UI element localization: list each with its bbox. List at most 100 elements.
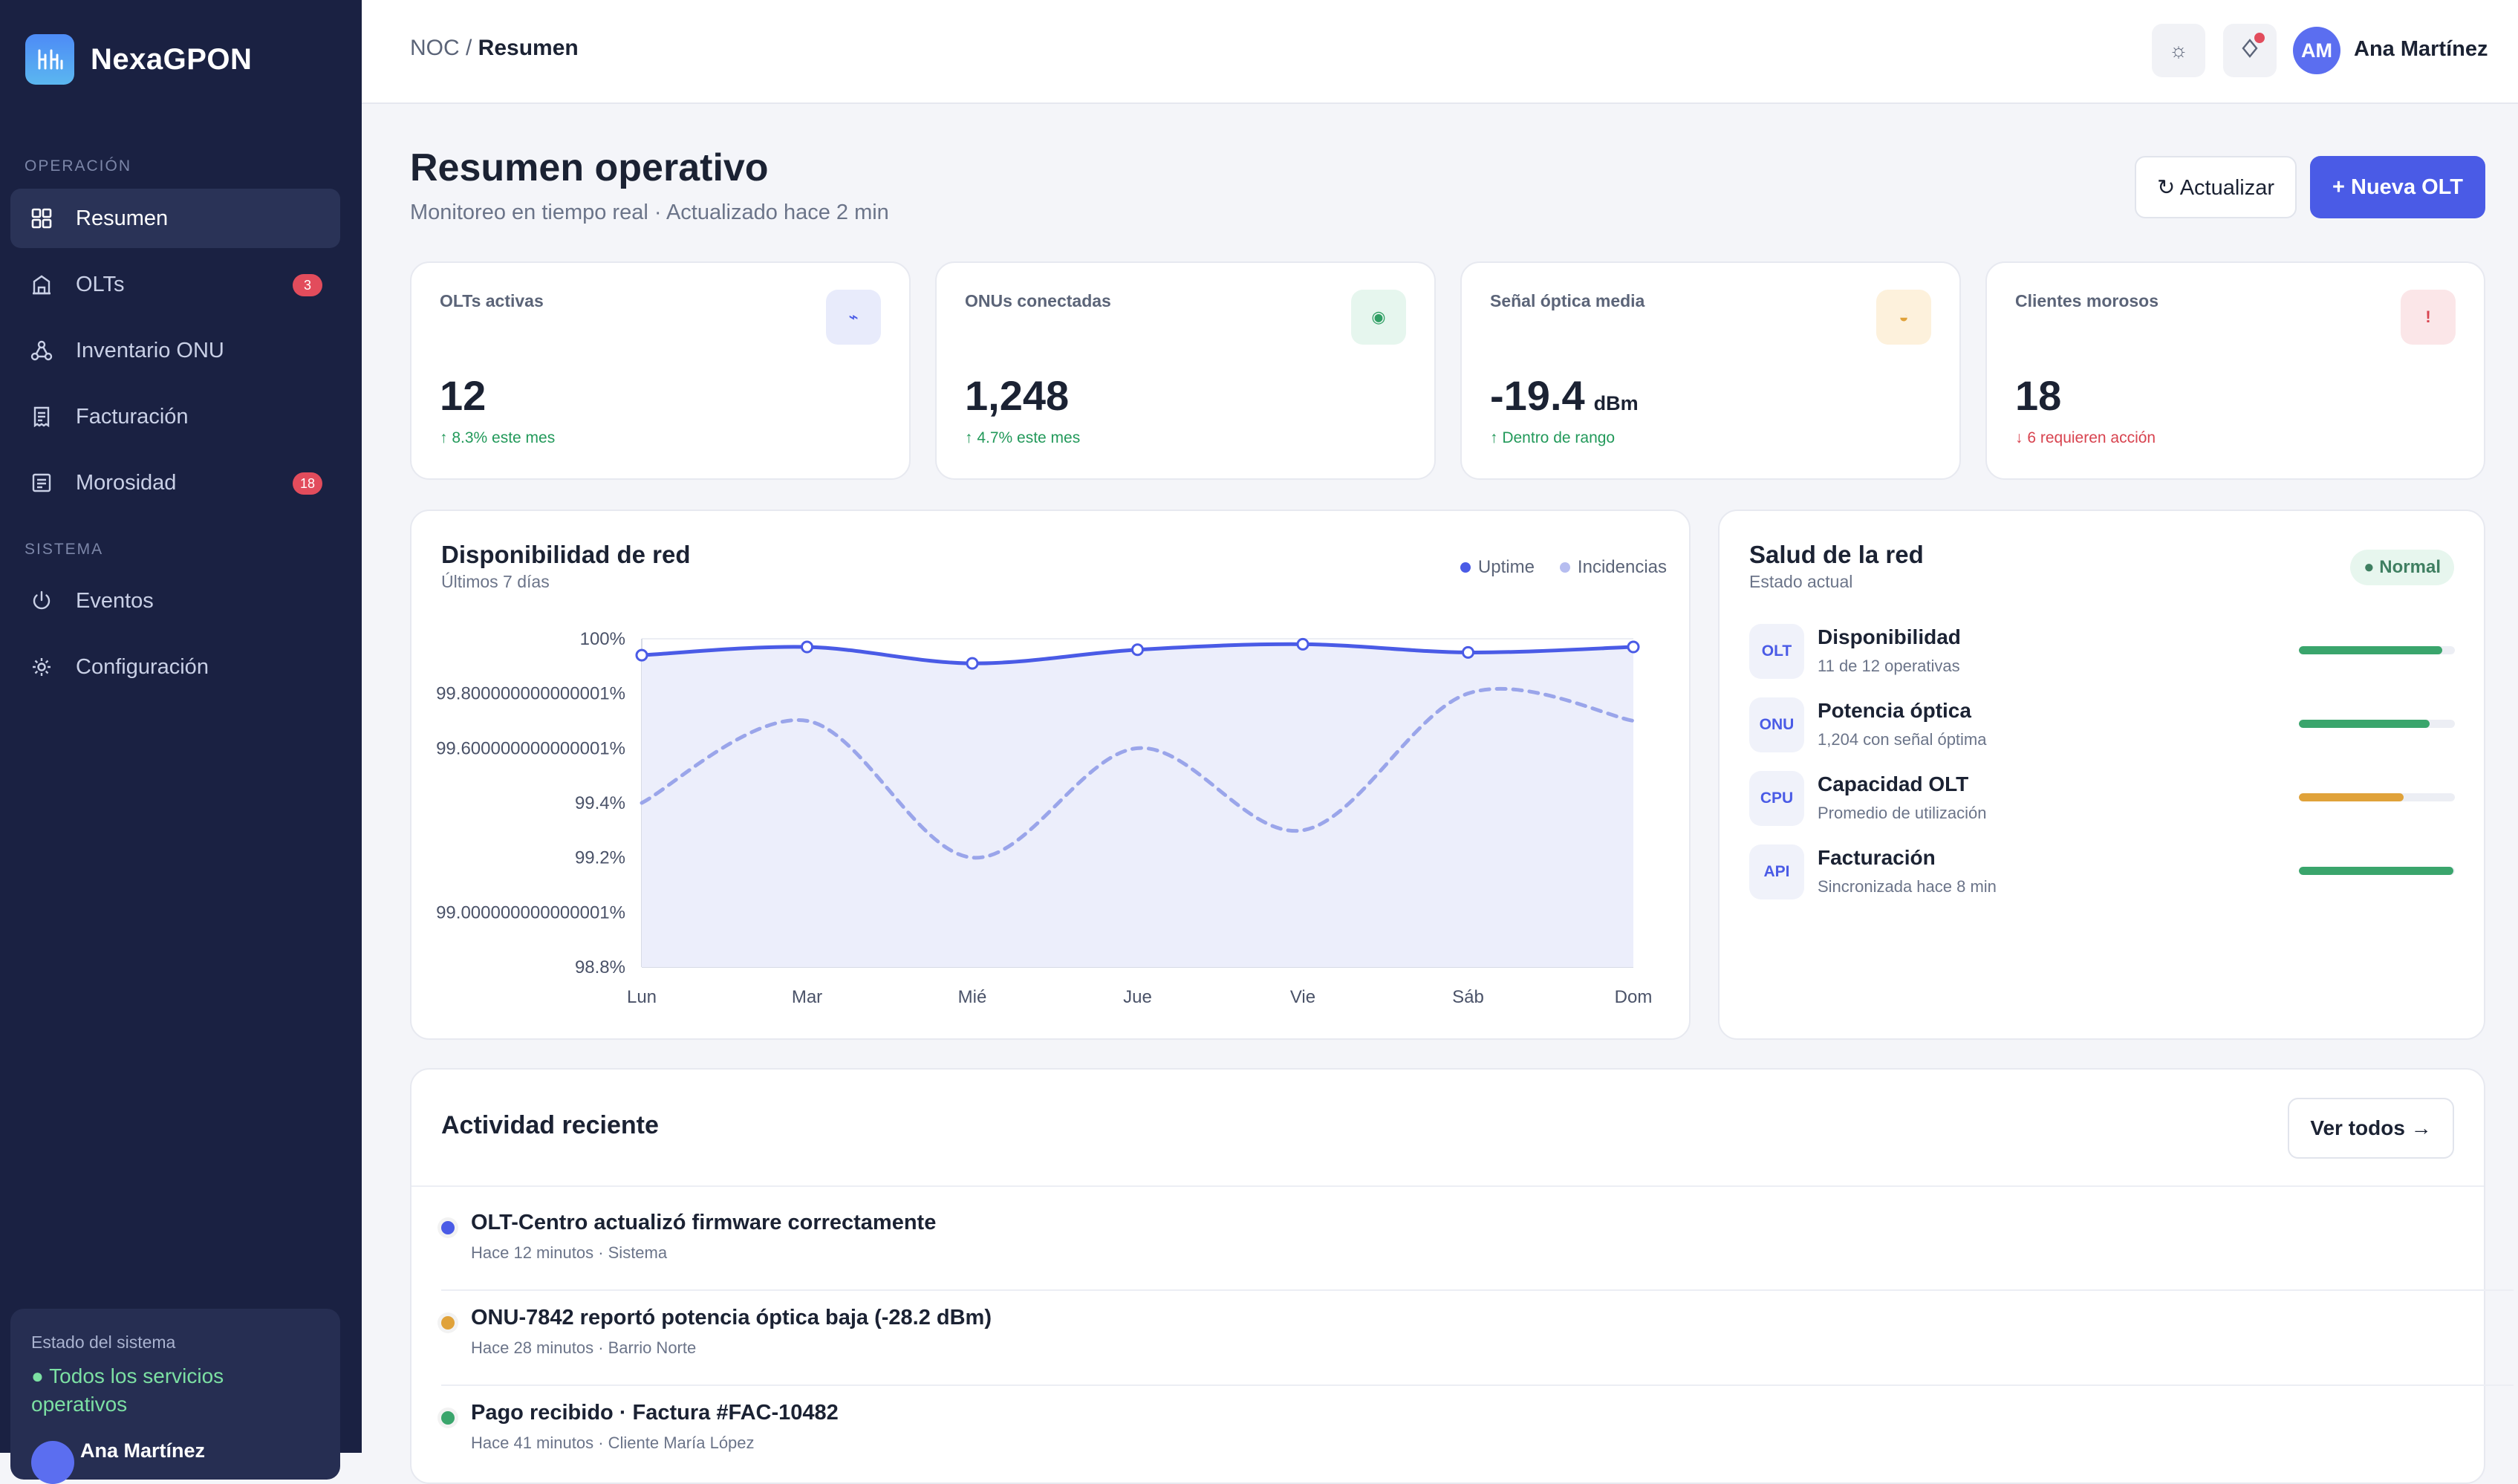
uptime-point	[1462, 645, 1474, 659]
y-tick-label: 99.000000000000001%	[436, 902, 625, 922]
stat-card-signal: Señal óptica media ◒ -19.4 dBm ↑ Dentro d…	[1460, 261, 1961, 480]
health-desc: 1,204 con señal óptima	[1818, 730, 1987, 749]
sidebar-user-avatar[interactable]	[31, 1441, 74, 1484]
breadcrumb: NOC / Resumen	[410, 36, 579, 61]
legend-item-incidencias[interactable]: Incidencias	[1559, 557, 1667, 578]
sidebar-item-eventos[interactable]: Eventos	[10, 571, 340, 631]
cpu-badge-icon: CPU	[1749, 771, 1804, 826]
sidebar-item-label: Configuración	[76, 654, 209, 679]
user-name[interactable]: Ana Martínez	[2354, 37, 2488, 61]
legend-label: Incidencias	[1577, 557, 1667, 577]
brand[interactable]: NexaGPON	[25, 34, 252, 85]
activity-status-dot	[441, 1221, 455, 1234]
notifications-button[interactable]	[2223, 24, 2277, 77]
x-tick-label: Jue	[1123, 987, 1152, 1007]
health-name: Disponibilidad	[1818, 625, 1961, 648]
receipt-icon	[30, 405, 53, 429]
page-title: Resumen operativo	[410, 146, 769, 189]
divider	[441, 1384, 2514, 1386]
health-level-fill	[2299, 646, 2443, 654]
morosidad-count-badge: 18	[293, 472, 322, 495]
stat-value: 1,248	[965, 372, 1070, 419]
stat-delta: ↑ 8.3% este mes	[440, 429, 556, 446]
user-avatar[interactable]: AM	[2293, 27, 2340, 74]
sidebar-user-name[interactable]: Ana Martínez	[80, 1439, 206, 1462]
chart-title: Disponibilidad de red	[441, 541, 691, 568]
availability-line-chart[interactable]: 100% 99.800000000000001% 99.60000000000000…	[411, 511, 1689, 1038]
activity-text: ONU-7842 reportó potencia óptica baja (-…	[471, 1306, 992, 1330]
sidebar-item-label: Morosidad	[76, 470, 177, 495]
health-row: CPU Capacidad OLT Promedio de utilización	[1749, 771, 2455, 830]
stat-card-olts: OLTs activas ⌁ 12 ↑ 8.3% este mes	[410, 261, 911, 480]
availability-chart-card: Disponibilidad de red Últimos 7 días Upt…	[410, 510, 1691, 1040]
health-level-fill	[2299, 720, 2430, 728]
health-row: API Facturación Sincronizada hace 8 min	[1749, 844, 2455, 904]
x-tick-label: Lun	[627, 987, 657, 1007]
stat-value: -19.4 dBm	[1490, 372, 1639, 419]
stat-unit: dBm	[1593, 392, 1639, 414]
health-name: Capacidad OLT	[1818, 772, 1969, 795]
divider	[411, 1185, 2484, 1187]
activity-status-dot	[441, 1316, 455, 1330]
legend-label: Uptime	[1477, 557, 1535, 577]
health-desc: 11 de 12 operativas	[1818, 657, 1960, 675]
legend-item-uptime[interactable]: Uptime	[1460, 557, 1535, 578]
sidebar-item-label: Inventario ONU	[76, 338, 224, 362]
refresh-button[interactable]: ↻ Actualizar	[2135, 156, 2297, 218]
health-title: Salud de la red	[1749, 541, 1924, 568]
health-row: OLT Disponibilidad 11 de 12 operativas	[1749, 624, 2455, 683]
brand-logo-icon	[25, 34, 74, 85]
breadcrumb-root[interactable]: NOC /	[410, 36, 478, 60]
stat-value: 12	[440, 372, 487, 419]
grid-icon	[30, 206, 53, 230]
uptime-area	[642, 644, 1633, 967]
sidebar-item-facturacion[interactable]: Facturación	[10, 387, 340, 446]
sidebar-item-label: Eventos	[76, 588, 154, 613]
sidebar-item-configuracion[interactable]: Configuración	[10, 637, 340, 697]
sidebar-item-olts[interactable]: OLTs 3	[10, 255, 340, 314]
list-item[interactable]: ONU-7842 reportó potencia óptica baja (-…	[441, 1291, 2514, 1386]
health-level-bar	[2299, 646, 2455, 654]
stat-label: Clientes morosos	[2015, 291, 2158, 310]
health-level-bar	[2299, 720, 2455, 728]
status-badge: ● Normal	[2350, 550, 2454, 585]
uptime-point	[1627, 640, 1640, 654]
sidebar-item-inventario-onu[interactable]: Inventario ONU	[10, 321, 340, 380]
stat-delta: ↑ Dentro de rango	[1490, 429, 1616, 446]
list-item[interactable]: Pago recibido · Factura #FAC-10482 Hace 4…	[441, 1386, 2514, 1481]
sidebar: NexaGPON OPERACIÓN Resumen OLTs 3 Invent…	[0, 0, 362, 1484]
olts-count-badge: 3	[293, 274, 322, 296]
sidebar-item-label: OLTs	[76, 272, 125, 296]
view-all-button[interactable]: Ver todos →	[2288, 1098, 2454, 1159]
breadcrumb-current: Resumen	[478, 36, 579, 60]
stat-label: Señal óptica media	[1490, 291, 1645, 310]
stat-value: 18	[2015, 372, 2062, 419]
list-item[interactable]: OLT-Centro actualizó firmware correctame…	[441, 1196, 2514, 1291]
theme-toggle-button[interactable]: ☼	[2152, 24, 2205, 77]
page-subtitle: Monitoreo en tiempo real · Actualizado h…	[410, 201, 889, 224]
uptime-point	[1296, 637, 1310, 651]
legend-dot	[1559, 562, 1570, 573]
uptime-point	[801, 640, 813, 654]
stat-card-morosos: Clientes morosos ! 18 ↓ 6 requieren acci…	[1985, 261, 2485, 480]
health-row: ONU Potencia óptica 1,204 con señal óptima	[1749, 697, 2455, 757]
sidebar-item-resumen[interactable]: Resumen	[10, 189, 340, 248]
activity-meta: Hace 28 minutos · Barrio Norte	[471, 1338, 697, 1357]
onu-badge-icon: ONU	[1749, 697, 1804, 752]
power-icon	[30, 589, 53, 613]
legend-dot	[1460, 562, 1471, 573]
network-health-card: Salud de la red Estado actual ● Normal O…	[1718, 510, 2485, 1040]
sidebar-item-label: Resumen	[76, 206, 169, 230]
x-tick-label: Sáb	[1452, 987, 1484, 1007]
sidebar-item-label: Facturación	[76, 404, 189, 429]
health-desc: Sincronizada hace 8 min	[1818, 877, 1997, 896]
stat-card-onus: ONUs conectadas ◉ 1,248 ↑ 4.7% este mes	[935, 261, 1436, 480]
building-icon	[30, 273, 53, 296]
section-label-sistema: SISTEMA	[25, 541, 104, 558]
sidebar-item-morosidad[interactable]: Morosidad 18	[10, 453, 340, 512]
uptime-point	[966, 657, 979, 670]
activity-text: OLT-Centro actualizó firmware correctame…	[471, 1211, 937, 1234]
new-olt-button[interactable]: + Nueva OLT	[2310, 156, 2485, 218]
sun-icon: ☼	[2169, 39, 2188, 62]
uptime-point	[1131, 643, 1144, 657]
